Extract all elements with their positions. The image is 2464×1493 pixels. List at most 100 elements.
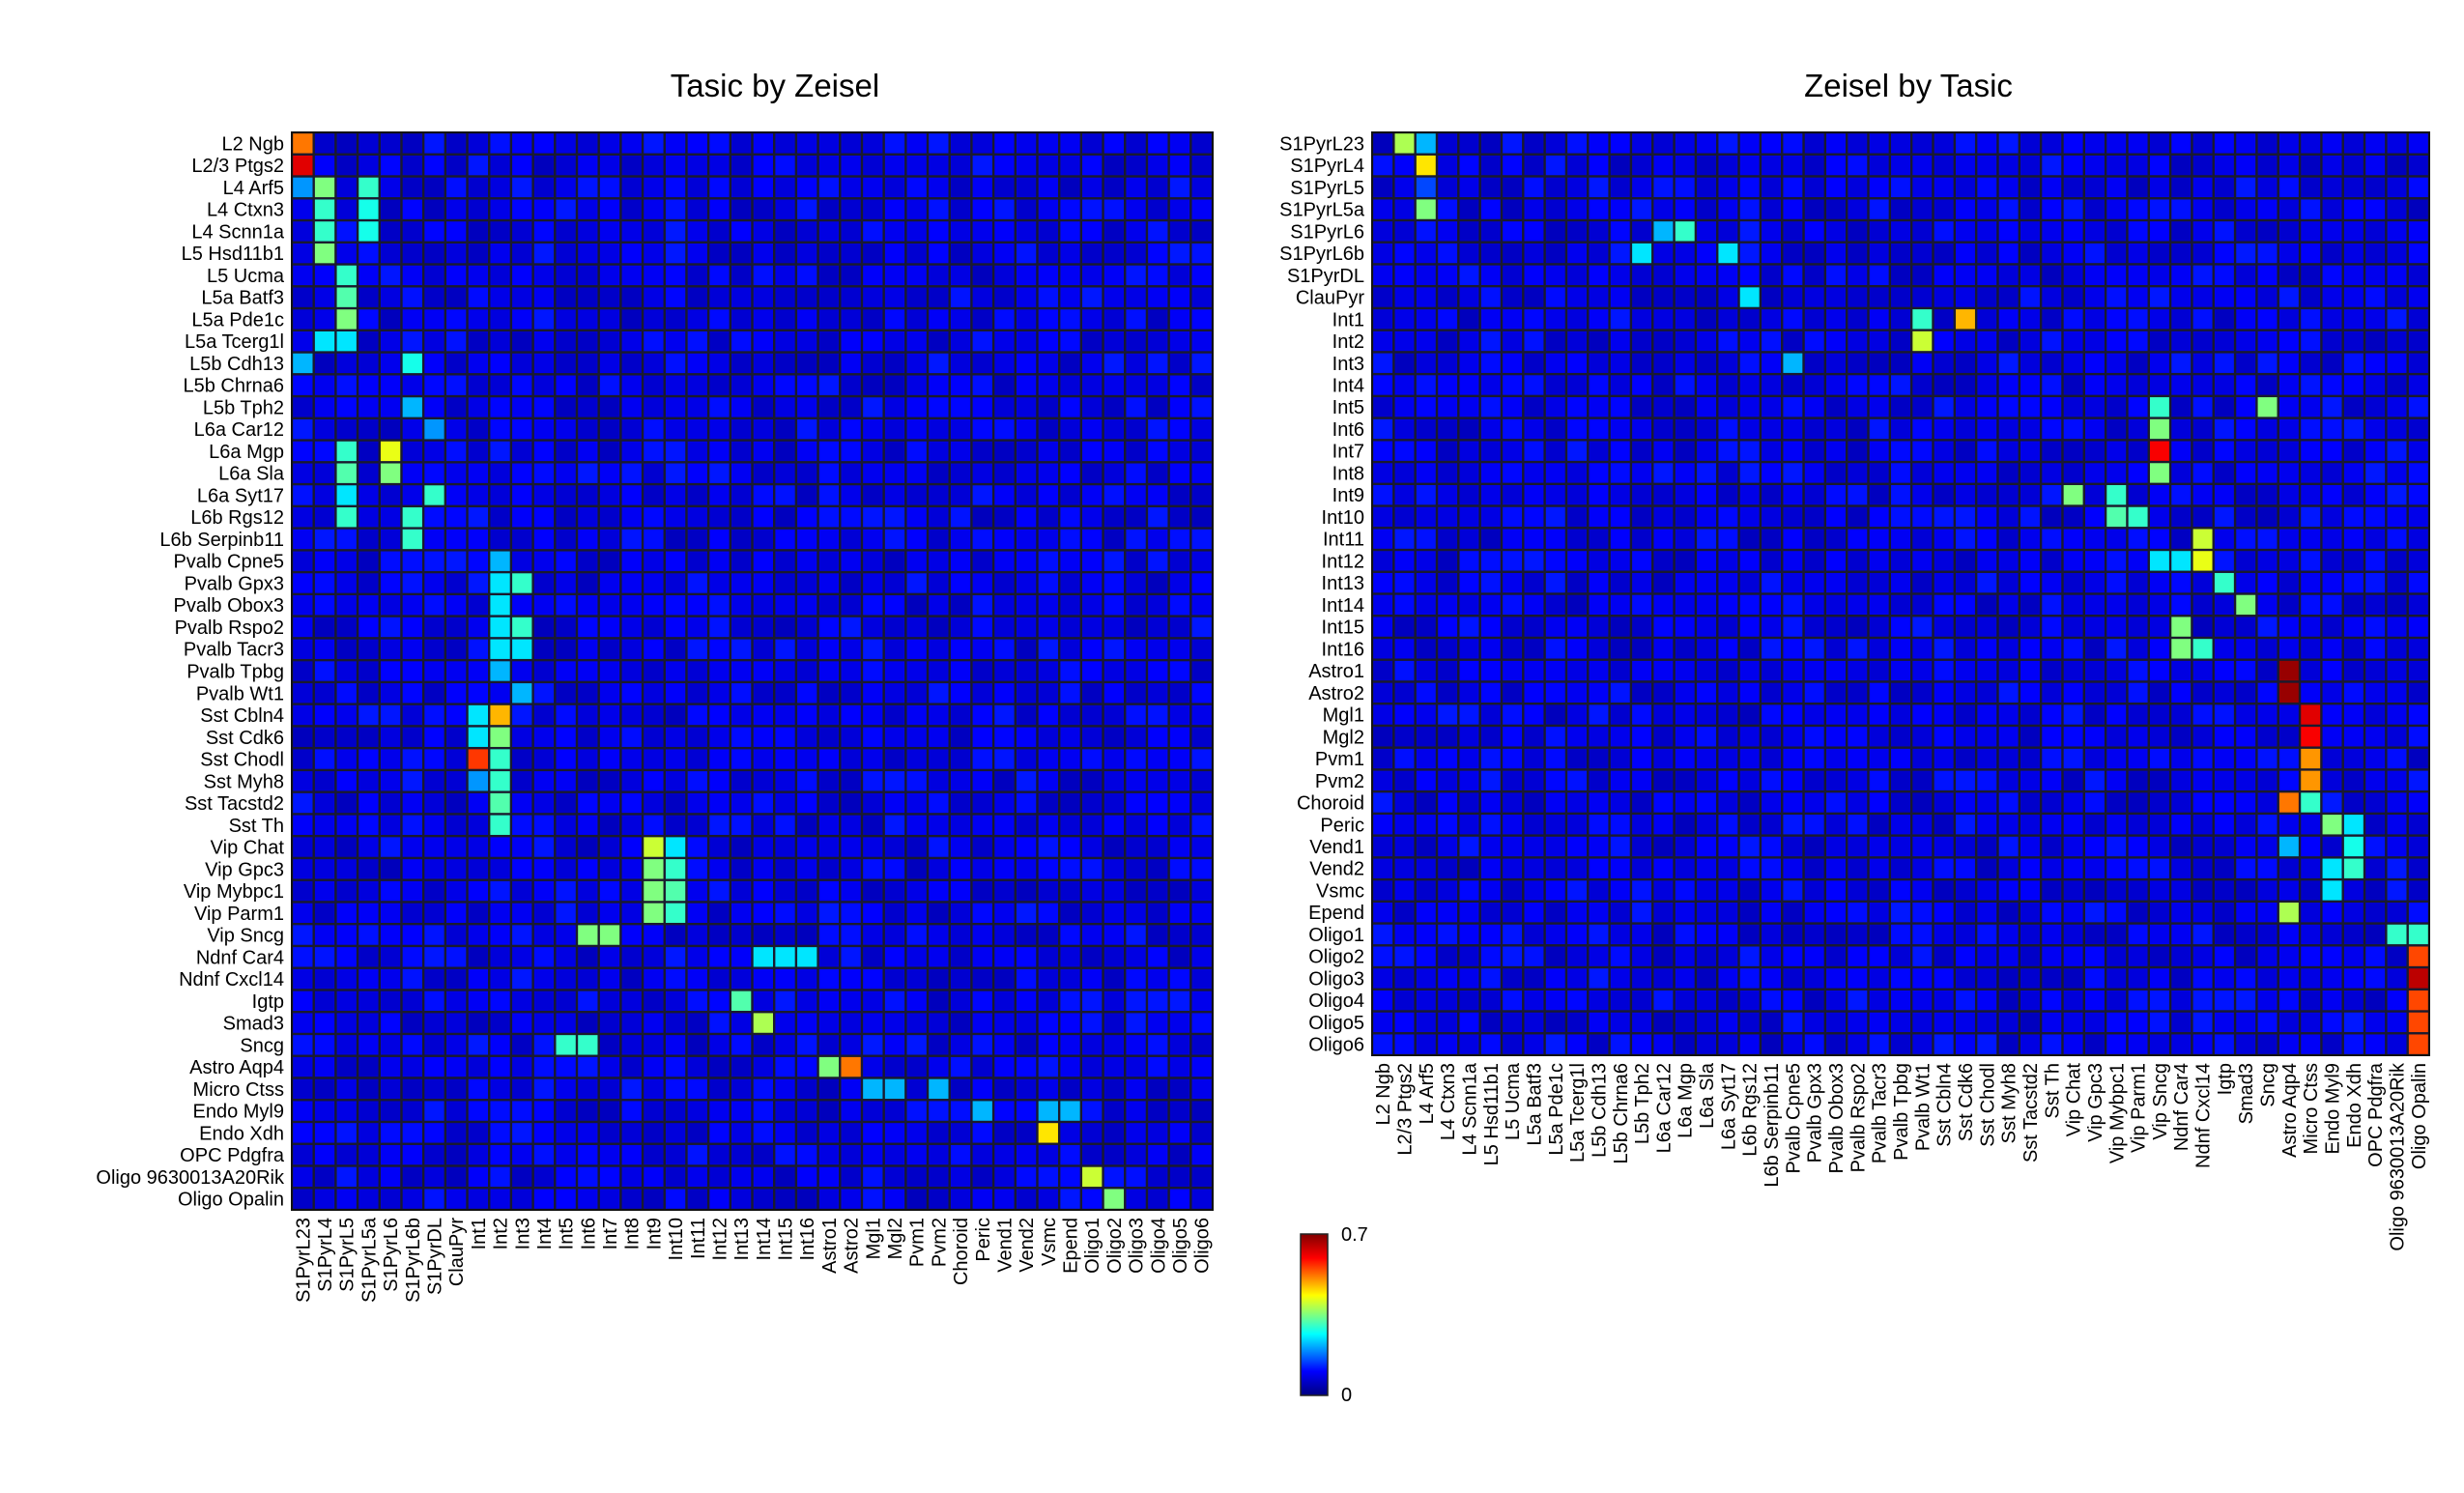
left-heatmap-cell xyxy=(446,1013,467,1033)
left-heatmap-cell xyxy=(994,683,1015,703)
left-heatmap-cell xyxy=(1126,771,1146,791)
right-heatmap-cell xyxy=(1739,704,1760,725)
left-heatmap-cell xyxy=(906,1189,927,1209)
right-heatmap-cell xyxy=(1718,330,1738,352)
right-heatmap-cell xyxy=(1373,770,1393,790)
left-heatmap-cell xyxy=(731,529,752,550)
left-heatmap-cell xyxy=(599,265,620,286)
right-heatmap-cell xyxy=(2387,155,2407,176)
left-heatmap-cell xyxy=(621,419,642,440)
left-heatmap-cell xyxy=(775,243,795,264)
left-heatmap-cell xyxy=(929,507,949,528)
right-heatmap-cell xyxy=(1524,506,1544,528)
left-heatmap-cell xyxy=(863,617,883,638)
right-heatmap-cell xyxy=(2278,639,2299,659)
right-heatmap-cell xyxy=(1459,287,1479,307)
right-heatmap-cell xyxy=(1438,177,1458,198)
left-heatmap-cell xyxy=(1169,221,1190,242)
right-heatmap-cell xyxy=(2149,572,2169,593)
right-heatmap-row-label: Astro1 xyxy=(1308,661,1364,682)
right-heatmap-cell xyxy=(1934,506,1954,528)
right-heatmap-cell xyxy=(2171,1034,2192,1054)
left-heatmap-cell xyxy=(1082,1101,1103,1121)
left-heatmap-cell xyxy=(314,485,335,505)
right-heatmap-cell xyxy=(2192,485,2213,505)
right-heatmap-cell xyxy=(2387,199,2407,219)
right-heatmap-cell xyxy=(1632,309,1652,330)
left-heatmap-cell xyxy=(818,792,840,814)
left-heatmap-cell xyxy=(578,991,598,1012)
right-heatmap-cell xyxy=(1394,529,1415,549)
right-heatmap-cell xyxy=(1977,330,1997,352)
right-heatmap-cell xyxy=(2063,221,2083,242)
right-heatmap-cell xyxy=(1998,133,2019,154)
left-heatmap-cell xyxy=(490,880,510,902)
left-heatmap-cell xyxy=(753,880,773,902)
left-heatmap-cell xyxy=(797,573,817,593)
right-heatmap-cell xyxy=(2278,968,2299,989)
left-heatmap-cell xyxy=(621,704,642,726)
left-heatmap-cell xyxy=(1016,837,1037,857)
left-heatmap-row-label: L6b Rgs12 xyxy=(190,507,284,529)
right-heatmap-cell xyxy=(2128,353,2148,373)
right-heatmap-cell xyxy=(2128,572,2148,593)
right-heatmap-cell xyxy=(2387,243,2407,264)
right-heatmap-cell xyxy=(1977,155,1997,176)
right-heatmap-cell xyxy=(2042,924,2062,945)
left-heatmap-cell xyxy=(775,485,795,505)
right-heatmap-cell xyxy=(2042,594,2062,616)
left-heatmap-cell xyxy=(687,683,707,703)
right-heatmap-cell xyxy=(2106,815,2127,835)
left-heatmap-cell xyxy=(1082,573,1103,593)
right-heatmap-cell xyxy=(2106,660,2127,681)
left-heatmap-row-label: Endo Myl9 xyxy=(193,1102,285,1123)
left-heatmap-cell xyxy=(687,1035,707,1055)
left-heatmap-cell xyxy=(380,991,401,1012)
left-heatmap-cell xyxy=(533,859,555,879)
left-heatmap-cell xyxy=(775,199,795,219)
right-heatmap-cell xyxy=(2171,572,2192,593)
right-heatmap-cell xyxy=(1804,375,1824,395)
left-heatmap-cell xyxy=(599,375,620,395)
left-heatmap-cell xyxy=(314,1123,335,1143)
left-heatmap-cell xyxy=(468,133,489,154)
right-heatmap-cell xyxy=(1826,199,1846,219)
left-heatmap-cell xyxy=(512,595,532,616)
right-heatmap-cell xyxy=(1480,924,1501,945)
right-heatmap-cell xyxy=(1697,485,1717,505)
right-heatmap-cell xyxy=(1956,990,1975,1011)
right-heatmap-cell xyxy=(1739,287,1760,307)
right-heatmap-cell xyxy=(2365,287,2386,307)
left-heatmap-cell xyxy=(621,573,642,593)
right-heatmap-cell xyxy=(1762,968,1782,989)
left-heatmap-cell xyxy=(709,1123,730,1143)
right-heatmap-cell xyxy=(1956,529,1975,549)
left-heatmap-cell xyxy=(753,397,773,417)
right-heatmap-cell xyxy=(2408,529,2428,549)
left-heatmap-cell xyxy=(1038,639,1058,659)
right-heatmap-cell xyxy=(1998,155,2019,176)
left-heatmap-cell xyxy=(1082,397,1103,417)
right-heatmap-cell xyxy=(2214,727,2234,747)
left-heatmap-cell xyxy=(446,815,467,835)
right-heatmap-cell xyxy=(2365,506,2386,528)
left-heatmap-cell xyxy=(599,837,620,857)
left-heatmap-cell xyxy=(578,968,598,990)
right-heatmap-cell xyxy=(1804,946,1824,966)
left-heatmap-cell xyxy=(1060,441,1080,462)
left-heatmap-cell xyxy=(884,353,905,374)
right-heatmap-cell xyxy=(1545,309,1565,330)
right-heatmap-cell xyxy=(2387,1012,2407,1033)
right-heatmap-cell xyxy=(1524,682,1544,703)
left-heatmap-cell xyxy=(1126,331,1146,352)
right-heatmap-cell xyxy=(1697,880,1717,901)
left-heatmap-column-label: Int16 xyxy=(797,1218,818,1260)
right-heatmap-cell xyxy=(2278,353,2299,373)
right-heatmap-cell xyxy=(2128,815,2148,835)
right-heatmap-cell xyxy=(1373,155,1393,176)
left-heatmap-cell xyxy=(424,704,444,726)
right-heatmap-cell xyxy=(1762,375,1782,395)
right-heatmap-cell xyxy=(1503,506,1523,528)
left-heatmap-cell xyxy=(731,749,752,769)
left-heatmap-column-label: S1PyrL5a xyxy=(358,1217,380,1303)
